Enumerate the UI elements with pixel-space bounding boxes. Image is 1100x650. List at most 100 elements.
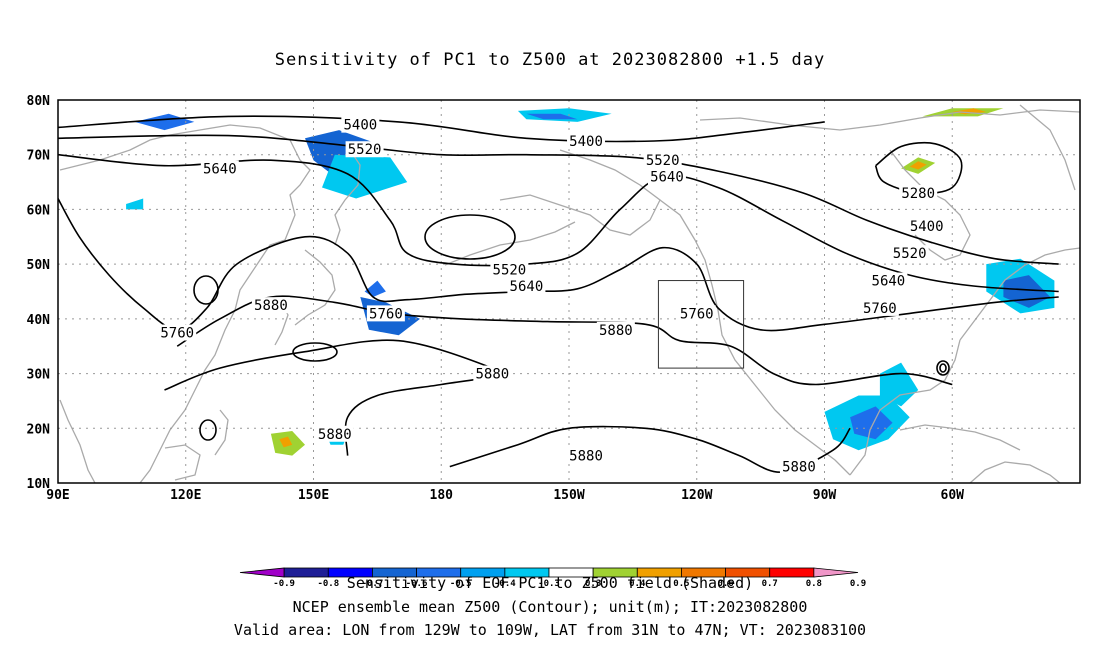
lat-label: 80N <box>27 94 51 109</box>
valid-area-box <box>657 280 745 369</box>
colorbar-tick-label: 0.7 <box>762 579 778 589</box>
contour-label: 5400 <box>569 134 603 150</box>
contour-label-bg <box>507 278 546 295</box>
colorbar-tick-label: -0.9 <box>273 579 295 589</box>
map-title: Sensitivity of PC1 to Z500 at 2023082800… <box>274 50 826 70</box>
coastline-japan <box>294 249 336 326</box>
contour-label-bg <box>643 152 682 169</box>
contour-label: 5880 <box>254 298 288 314</box>
contour-label-bg <box>567 133 606 150</box>
colorbar-tick-label: -0.3 <box>538 579 560 589</box>
contour-label-bg <box>251 297 290 314</box>
shaded-area <box>850 406 893 440</box>
caption-valid-area: Valid area: LON from 129W to 109W, LAT f… <box>233 621 867 639</box>
lon-label: 90E <box>46 488 69 503</box>
contour-label-bg <box>647 168 686 185</box>
colorbar-tick-label: 0.4 <box>629 579 646 589</box>
coastline-philippines <box>214 409 229 456</box>
contour-label: 5880 <box>782 460 816 476</box>
contour-label-bg <box>315 425 354 442</box>
caption-shaded: Sensitivity of EOF PC1 to Z500 field (Sh… <box>346 574 754 592</box>
coastline-canada-arctic <box>699 109 1080 131</box>
closed-contour-japan <box>292 342 338 362</box>
lon-label: 120E <box>170 488 201 503</box>
coastline-alaska <box>499 149 661 236</box>
contour-label-bg <box>341 116 380 133</box>
lon-label: 60W <box>941 488 965 503</box>
coastline-greenland <box>1019 104 1076 191</box>
contour-label-bg <box>596 321 635 338</box>
coastline-north-america-west <box>659 199 851 476</box>
coastline-hudson-bay <box>889 149 971 261</box>
contour-5400 <box>58 115 825 143</box>
contour-label-bg <box>677 305 716 322</box>
coastline-caribbean <box>899 424 1021 451</box>
colorbar-tick-label: 0.5 <box>673 579 689 589</box>
colorbar-tick-label: -0.7 <box>362 579 384 589</box>
contour-label-bg <box>200 160 239 177</box>
contour-label: 5640 <box>650 170 684 186</box>
contour-label-bg <box>366 305 405 322</box>
contour-5520 <box>58 134 1059 265</box>
contour-label-bg <box>490 261 529 278</box>
contour-label: 5520 <box>348 142 382 158</box>
colorbar-tick-label: -0.8 <box>317 579 339 589</box>
contour-label: 5520 <box>893 246 927 262</box>
shaded-area <box>126 198 144 210</box>
contour-label: 5760 <box>160 326 194 342</box>
contour-label: 5760 <box>863 301 897 317</box>
lat-label: 10N <box>27 477 51 492</box>
contour-label-layer: 5400552056405400552056405280540055205640… <box>158 116 946 476</box>
closed-contour-atlantic-inner <box>939 363 947 373</box>
colorbar-tick-label: -0.6 <box>406 579 428 589</box>
closed-contour-atlantic <box>936 360 950 376</box>
contour-label: 5640 <box>510 279 544 295</box>
lon-label: 120W <box>681 488 712 503</box>
lon-label: 150E <box>298 488 329 503</box>
contour-label-bg <box>158 324 197 341</box>
shaded-area <box>322 154 408 199</box>
contour-label: 5520 <box>493 263 527 279</box>
plot-frame <box>57 99 1081 484</box>
contour-label: 5880 <box>318 427 352 443</box>
contour-5880 <box>449 425 851 473</box>
z500-contour-layer <box>58 115 1059 473</box>
contour-label: 5400 <box>343 118 377 134</box>
colorbar-tick-label: 0.9 <box>850 579 866 589</box>
lon-label: 90W <box>813 488 837 503</box>
contour-label: 5880 <box>569 449 603 465</box>
contour-label: 5760 <box>369 306 403 322</box>
contour-label: 5280 <box>901 186 935 202</box>
shaded-area <box>279 436 293 448</box>
contour-label-bg <box>779 458 818 475</box>
colorbar-tick-label: 0.8 <box>806 579 822 589</box>
contour-label: 5520 <box>646 153 680 169</box>
contour-label: 5400 <box>910 219 944 235</box>
shaded-area <box>526 113 578 120</box>
contour-label: 5880 <box>475 367 509 383</box>
lat-label: 50N <box>27 258 51 273</box>
contour-label-bg <box>899 185 938 202</box>
coastline-india <box>59 399 96 483</box>
contour-label-bg <box>907 217 946 234</box>
caption-contour: NCEP ensemble mean Z500 (Contour); unit(… <box>292 598 808 616</box>
lat-label: 60N <box>27 203 51 218</box>
coastline-aleutians <box>444 221 576 266</box>
extra-contour-features <box>193 214 950 441</box>
shaded-area <box>909 161 927 170</box>
contour-5640 <box>58 153 1059 293</box>
contour-label-bg <box>869 272 908 289</box>
coastline-kamchatka <box>334 149 361 246</box>
lon-label: 150W <box>553 488 584 503</box>
closed-contour-ne-asia <box>193 275 219 305</box>
lat-label: 70N <box>27 149 51 164</box>
contour-label-bg <box>345 141 384 158</box>
contour-label: 5880 <box>599 323 633 339</box>
contour-5880 <box>176 295 953 386</box>
colorbar: -0.9 -0.8 -0.7 -0.6 -0.5 -0.4 -0.3 0.3 0.4 0.5 0.6… <box>239 567 866 589</box>
lat-label: 20N <box>27 422 51 437</box>
coastline-borneo <box>164 444 201 481</box>
lat-label: 30N <box>27 368 51 383</box>
